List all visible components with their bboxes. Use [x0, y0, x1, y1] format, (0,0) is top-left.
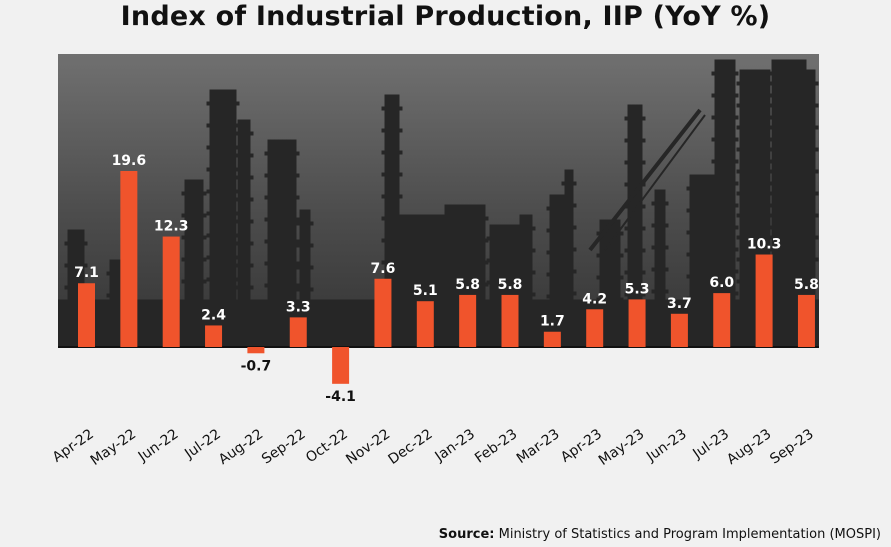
bar-aug-22 — [247, 347, 265, 354]
x-tick-label: Jan-23 — [432, 426, 478, 465]
value-label: 5.8 — [794, 277, 819, 293]
x-tick-label: Jun-22 — [135, 426, 182, 465]
bar-jun-22 — [162, 236, 180, 347]
source-label: Source: — [438, 527, 495, 542]
value-label: 1.7 — [540, 314, 565, 330]
value-label: -0.7 — [241, 358, 272, 374]
value-label: 5.1 — [413, 283, 438, 299]
source-text: Ministry of Statistics and Program Imple… — [498, 527, 881, 542]
bar-nov-22 — [374, 278, 392, 347]
bar-jan-23 — [459, 294, 477, 347]
value-label: 7.6 — [371, 261, 396, 277]
value-label: 5.8 — [498, 277, 523, 293]
value-label: 12.3 — [154, 219, 189, 235]
value-label: 5.3 — [625, 281, 650, 297]
value-label: 4.2 — [582, 291, 607, 307]
x-tick-label: Aug-22 — [216, 426, 266, 468]
x-tick-label: Nov-22 — [343, 426, 393, 468]
bar-oct-22 — [332, 347, 350, 384]
bar-jul-23 — [713, 293, 731, 347]
source-note: Source: Ministry of Statistics and Progr… — [439, 527, 881, 542]
bar-feb-23 — [501, 294, 519, 347]
chart-title: Index of Industrial Production, IIP (YoY… — [120, 1, 771, 32]
bar-jul-22 — [205, 325, 223, 347]
bar-mar-23 — [543, 331, 561, 347]
x-tick-label: Dec-22 — [385, 426, 435, 468]
x-tick-label: May-23 — [596, 426, 647, 469]
bar-aug-23 — [755, 254, 773, 347]
x-tick-label: May-22 — [88, 426, 139, 469]
value-label: 6.0 — [709, 275, 734, 291]
value-label: 3.3 — [286, 299, 311, 315]
bar-apr-22 — [78, 283, 95, 347]
value-label: 2.4 — [201, 307, 226, 323]
x-tick-label: Aug-23 — [724, 426, 774, 468]
x-tick-label: Jun-23 — [643, 426, 690, 465]
bar-sep-23 — [797, 294, 815, 347]
value-label: 7.1 — [74, 265, 99, 281]
x-tick-label: Mar-23 — [514, 426, 563, 467]
bar-may-22 — [120, 171, 138, 347]
bar-may-23 — [628, 299, 646, 347]
value-label: 10.3 — [747, 237, 782, 253]
x-tick-label: Sep-22 — [259, 426, 309, 467]
refinery-background-photo — [58, 54, 819, 347]
bar-jun-23 — [670, 313, 688, 347]
value-label: 5.8 — [455, 277, 480, 293]
bar-dec-22 — [416, 301, 434, 347]
x-tick-label: Oct-22 — [303, 426, 351, 466]
x-tick-label: Sep-23 — [767, 426, 817, 467]
value-label: 19.6 — [112, 153, 147, 169]
value-label: -4.1 — [325, 389, 356, 405]
bar-sep-22 — [289, 317, 307, 347]
x-tick-label: Feb-23 — [472, 426, 520, 466]
bar-apr-23 — [586, 309, 604, 347]
value-label: 3.7 — [667, 296, 692, 312]
